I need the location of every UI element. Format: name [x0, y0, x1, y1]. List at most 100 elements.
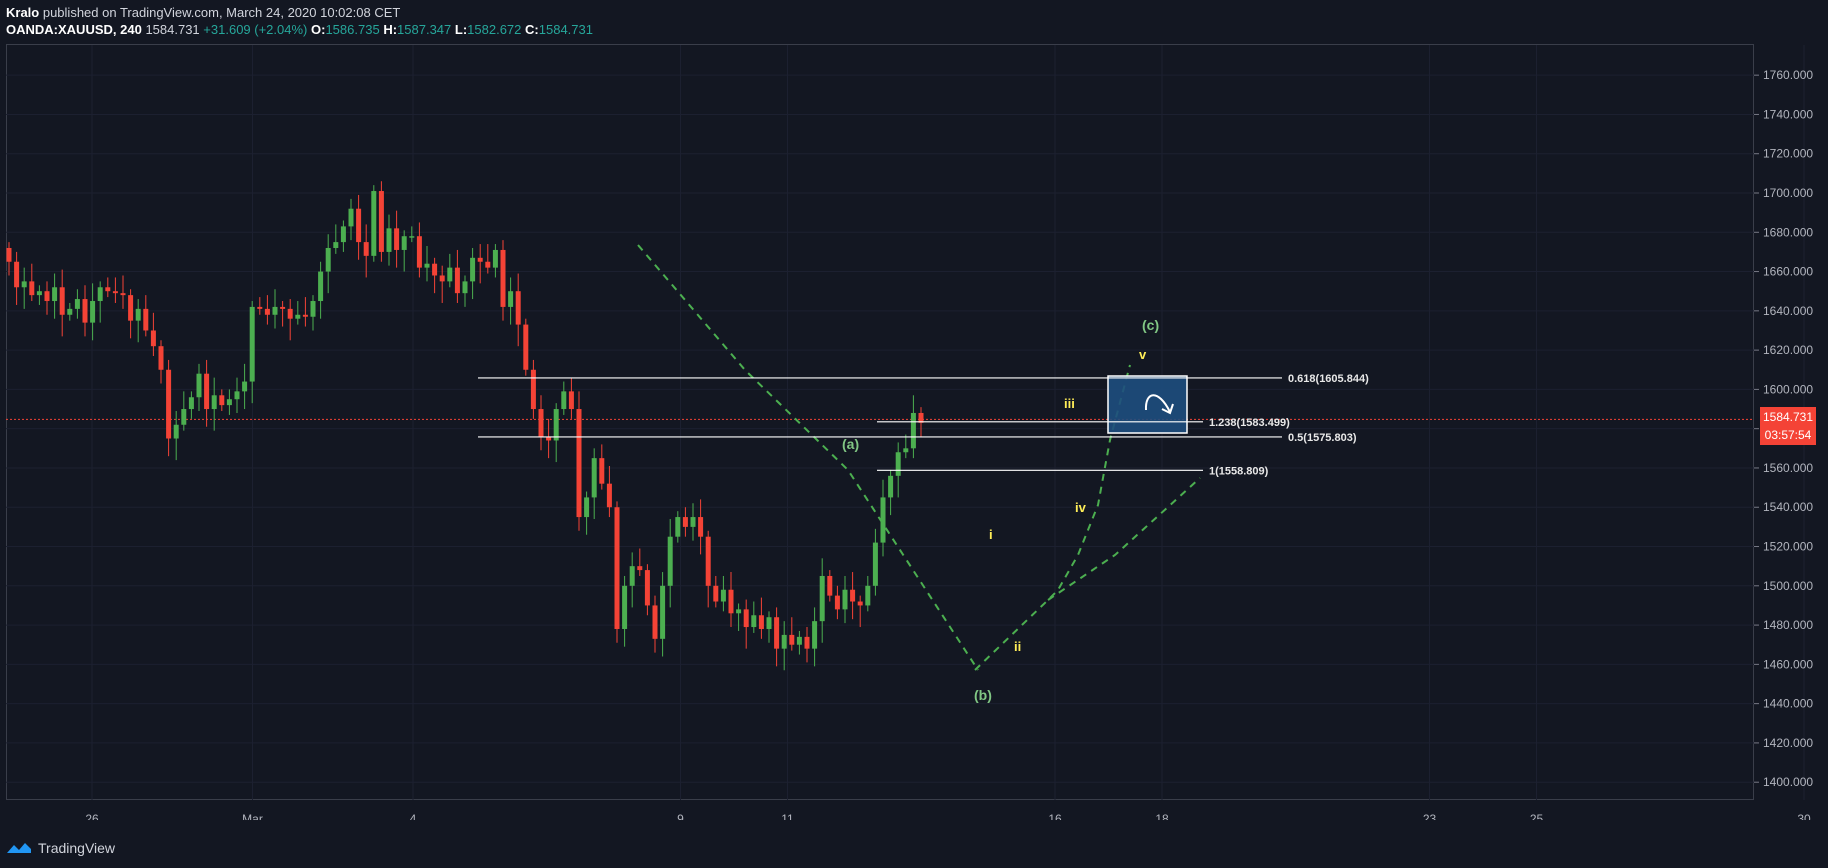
wave-a-line[interactable] — [637, 244, 979, 671]
price-chart[interactable]: 0.618(1605.844) 1.238(1583.499) 0.5(1575.8… — [0, 0, 1828, 820]
candle-body[interactable] — [181, 409, 187, 425]
candle-body[interactable] — [850, 589, 856, 602]
candle-body[interactable] — [781, 634, 787, 649]
candle-body[interactable] — [363, 242, 369, 256]
candle-body[interactable] — [553, 409, 559, 441]
candle-body[interactable] — [371, 191, 377, 256]
candle-body[interactable] — [492, 249, 498, 268]
candle-body[interactable] — [546, 436, 552, 441]
candle-body[interactable] — [150, 330, 156, 347]
candle-body[interactable] — [257, 306, 263, 309]
candle-body[interactable] — [880, 497, 886, 543]
candle-body[interactable] — [242, 381, 248, 392]
candle-body[interactable] — [895, 452, 901, 476]
candle-body[interactable] — [90, 301, 96, 323]
candle-body[interactable] — [67, 308, 73, 315]
candle-body[interactable] — [128, 295, 134, 321]
candle-body[interactable] — [409, 236, 415, 238]
candle-body[interactable] — [340, 226, 346, 243]
chart-frame[interactable] — [6, 44, 1754, 800]
candle-body[interactable] — [234, 391, 240, 400]
candle-body[interactable] — [424, 263, 430, 268]
candle-body[interactable] — [6, 247, 12, 262]
candle-body[interactable] — [394, 228, 400, 250]
candle-body[interactable] — [530, 369, 536, 410]
candle-body[interactable] — [834, 595, 840, 610]
candle-body[interactable] — [599, 458, 605, 484]
candle-body[interactable] — [789, 634, 795, 645]
candle-body[interactable] — [29, 281, 35, 296]
candle-body[interactable] — [500, 249, 506, 307]
candle-body[interactable] — [637, 566, 643, 571]
candle-body[interactable] — [21, 281, 27, 288]
candle-body[interactable] — [166, 369, 172, 439]
candle-body[interactable] — [584, 497, 590, 518]
candle-body[interactable] — [872, 542, 878, 586]
candle-body[interactable] — [538, 409, 544, 437]
candle-body[interactable] — [576, 409, 582, 518]
candle-body[interactable] — [698, 517, 704, 537]
candle-body[interactable] — [568, 391, 574, 410]
candle-body[interactable] — [644, 570, 650, 606]
candle-body[interactable] — [508, 291, 514, 307]
candle-body[interactable] — [720, 589, 726, 602]
candle-body[interactable] — [614, 507, 620, 630]
candle-body[interactable] — [249, 306, 255, 382]
candle-body[interactable] — [675, 517, 681, 537]
candle-body[interactable] — [378, 191, 384, 252]
candle-body[interactable] — [386, 228, 392, 252]
candle-body[interactable] — [158, 346, 164, 370]
candle-body[interactable] — [135, 308, 141, 321]
candle-body[interactable] — [272, 306, 278, 315]
candle-body[interactable] — [264, 308, 270, 315]
candle-body[interactable] — [796, 636, 802, 645]
candle-body[interactable] — [44, 291, 50, 302]
candle-body[interactable] — [105, 287, 111, 292]
candle-body[interactable] — [173, 424, 179, 439]
candle-body[interactable] — [842, 589, 848, 610]
target-zone-box[interactable] — [1107, 375, 1188, 434]
candle-body[interactable] — [14, 261, 20, 288]
candle-body[interactable] — [690, 517, 696, 527]
candle-body[interactable] — [401, 236, 407, 250]
candle-body[interactable] — [774, 617, 780, 649]
candle-body[interactable] — [226, 399, 232, 406]
candle-body[interactable] — [804, 636, 810, 649]
candle-body[interactable] — [888, 475, 894, 498]
candle-body[interactable] — [462, 281, 468, 294]
candle-body[interactable] — [812, 621, 818, 649]
candle-body[interactable] — [485, 261, 491, 268]
candle-body[interactable] — [318, 271, 324, 302]
candle-body[interactable] — [356, 208, 362, 243]
candle-body[interactable] — [515, 291, 521, 325]
candle-body[interactable] — [629, 566, 635, 586]
candle-body[interactable] — [591, 458, 597, 498]
candle-body[interactable] — [454, 267, 460, 294]
candle-body[interactable] — [713, 585, 719, 602]
candle-body[interactable] — [416, 236, 422, 268]
candle-body[interactable] — [743, 609, 749, 628]
candle-body[interactable] — [310, 301, 316, 317]
candle-body[interactable] — [82, 299, 88, 323]
candle-body[interactable] — [196, 373, 202, 398]
wave-bc-channel-line[interactable] — [1047, 477, 1201, 601]
candle-body[interactable] — [660, 585, 666, 639]
candle-body[interactable] — [682, 517, 688, 527]
candle-body[interactable] — [766, 617, 772, 630]
candle-body[interactable] — [74, 299, 80, 309]
candle-body[interactable] — [97, 287, 103, 302]
candle-body[interactable] — [705, 536, 711, 586]
candle-body[interactable] — [219, 395, 225, 406]
candle-body[interactable] — [333, 242, 339, 248]
wave-c-line[interactable] — [974, 364, 1131, 671]
candle-body[interactable] — [728, 589, 734, 614]
candle-body[interactable] — [667, 536, 673, 586]
candle-body[interactable] — [302, 314, 308, 317]
symbol-label[interactable]: OANDA:XAUUSD, 240 — [6, 22, 142, 37]
candle-body[interactable] — [857, 601, 863, 606]
candle-body[interactable] — [143, 308, 149, 331]
footer-brand[interactable]: TradingView — [38, 840, 116, 856]
candle-body[interactable] — [287, 308, 293, 319]
candle-body[interactable] — [903, 448, 909, 453]
candle-body[interactable] — [751, 615, 757, 628]
